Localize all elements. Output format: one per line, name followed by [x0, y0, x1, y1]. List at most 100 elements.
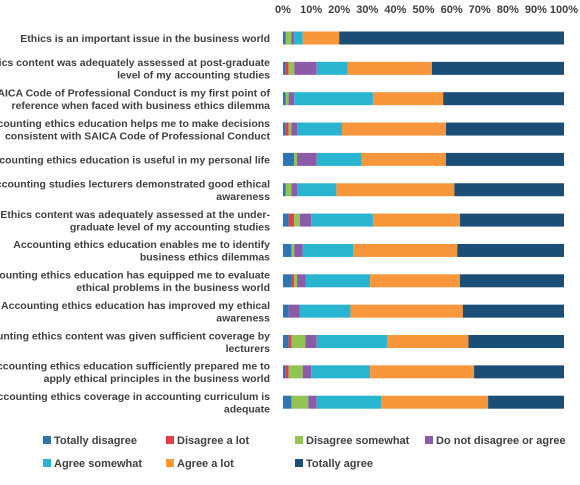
- bar-segment: [302, 243, 354, 257]
- bar-segment: [445, 152, 564, 166]
- bar-segment: [283, 183, 286, 197]
- bar-segment: [431, 61, 564, 75]
- category-label: Accounting ethics education helps me to …: [0, 118, 270, 130]
- bar-segment: [291, 274, 295, 288]
- bar-segment: [294, 92, 373, 106]
- bar-segment: [283, 335, 289, 348]
- bar-segment: [460, 274, 564, 288]
- x-tick-label: 70%: [469, 4, 491, 16]
- bar-segment: [288, 304, 300, 318]
- bar-segment: [488, 395, 564, 409]
- bar-segment: [316, 335, 387, 348]
- bar-segment: [297, 122, 343, 136]
- bar-segment: [283, 243, 292, 257]
- legend-swatch: [43, 459, 51, 467]
- bar-segment: [285, 122, 289, 136]
- bar-segment: [305, 335, 317, 348]
- legend-swatch: [295, 436, 303, 444]
- bar-segment: [297, 274, 306, 288]
- bar-segment: [462, 304, 564, 318]
- bar-segment: [468, 335, 564, 348]
- bar-segment: [350, 304, 463, 318]
- category-label: apply ethical principles in the business…: [44, 373, 270, 385]
- bar-segment: [283, 122, 286, 136]
- category-label: Accounting ethics education has equipped…: [0, 270, 270, 282]
- bar-segment: [297, 152, 317, 166]
- bar-segment: [288, 122, 292, 136]
- category-label: SAICA Code of Professional Conduct is my…: [0, 87, 271, 99]
- x-tick-label: 90%: [525, 4, 547, 16]
- x-tick-label: 100%: [550, 4, 578, 16]
- legend-swatch: [166, 436, 174, 444]
- bar-segment: [283, 274, 292, 288]
- bar-segment: [311, 365, 371, 379]
- bar-segment: [297, 183, 337, 197]
- bar-segment: [342, 122, 446, 136]
- bar-segment: [305, 274, 371, 288]
- legend-swatch: [425, 436, 433, 444]
- legend-label: Disagree a lot: [177, 435, 249, 447]
- bar-segment: [386, 335, 469, 348]
- bar-segment: [291, 122, 298, 136]
- bar-segment: [308, 395, 317, 409]
- legend-swatch: [166, 459, 174, 467]
- bar-segment: [299, 304, 351, 318]
- bar-segment: [347, 61, 432, 75]
- bar-segment: [294, 31, 303, 45]
- category-label: Accounting ethics education is useful in…: [0, 154, 270, 166]
- bar-segment: [283, 92, 286, 106]
- bar-segment: [283, 31, 286, 45]
- bar-segment: [291, 31, 295, 45]
- x-tick-label: 50%: [412, 4, 434, 16]
- category-label: awareness: [216, 191, 270, 203]
- x-tick-label: 40%: [384, 4, 406, 16]
- bar-segment: [445, 122, 564, 136]
- bar-segment: [283, 365, 286, 379]
- category-label: level of my accounting studies: [117, 70, 270, 82]
- category-label: consistent with SAICA Code of Profession…: [5, 130, 271, 142]
- bar-segment: [443, 92, 564, 106]
- bar-segment: [294, 152, 298, 166]
- bar-segment: [372, 213, 461, 227]
- bar-segment: [288, 365, 303, 379]
- x-tick-label: 80%: [497, 4, 519, 16]
- category-label: Ethics content was adequately assessed a…: [0, 57, 270, 69]
- category-label: ethical problems in the business world: [76, 282, 270, 294]
- category-label: reference when faced with business ethic…: [11, 100, 270, 112]
- bar-segment: [339, 31, 564, 45]
- category-label: Accounting ethics education enables me t…: [13, 239, 270, 251]
- category-label: Accounting ethics education has improved…: [1, 300, 270, 312]
- legend-label: Agree a lot: [177, 458, 234, 470]
- bar-segment: [370, 274, 461, 288]
- bar-segment: [302, 365, 312, 379]
- legend-label: Agree somewhat: [54, 458, 142, 470]
- bar-segment: [288, 213, 295, 227]
- bar-segment: [285, 365, 289, 379]
- bar-segment: [291, 395, 309, 409]
- bar-segment: [316, 395, 382, 409]
- bar-segment: [474, 365, 564, 379]
- bar-segment: [285, 31, 292, 45]
- bar-segment: [302, 31, 340, 45]
- legend-swatch: [43, 436, 51, 444]
- category-label: Accounting ethics education sufficiently…: [0, 361, 270, 373]
- legend-label: Totally agree: [306, 458, 373, 470]
- bar-segment: [361, 152, 446, 166]
- bar-segment: [294, 243, 303, 257]
- category-label: Ethics is an important issue in the busi…: [20, 33, 270, 45]
- bar-segment: [294, 274, 298, 288]
- bar-segment: [291, 335, 306, 348]
- bar-segment: [316, 61, 348, 75]
- bar-segment: [336, 183, 455, 197]
- bar-segment: [288, 335, 292, 348]
- bar-segment: [294, 61, 317, 75]
- bar-segment: [285, 183, 292, 197]
- bar-segment: [381, 395, 489, 409]
- bar-segment: [311, 213, 373, 227]
- legend-label: Totally disagree: [54, 435, 137, 447]
- bar-segment: [299, 213, 312, 227]
- category-label: adequate: [224, 403, 270, 415]
- bar-segment: [460, 213, 564, 227]
- category-label: Ethics content was adequately assessed a…: [0, 209, 270, 221]
